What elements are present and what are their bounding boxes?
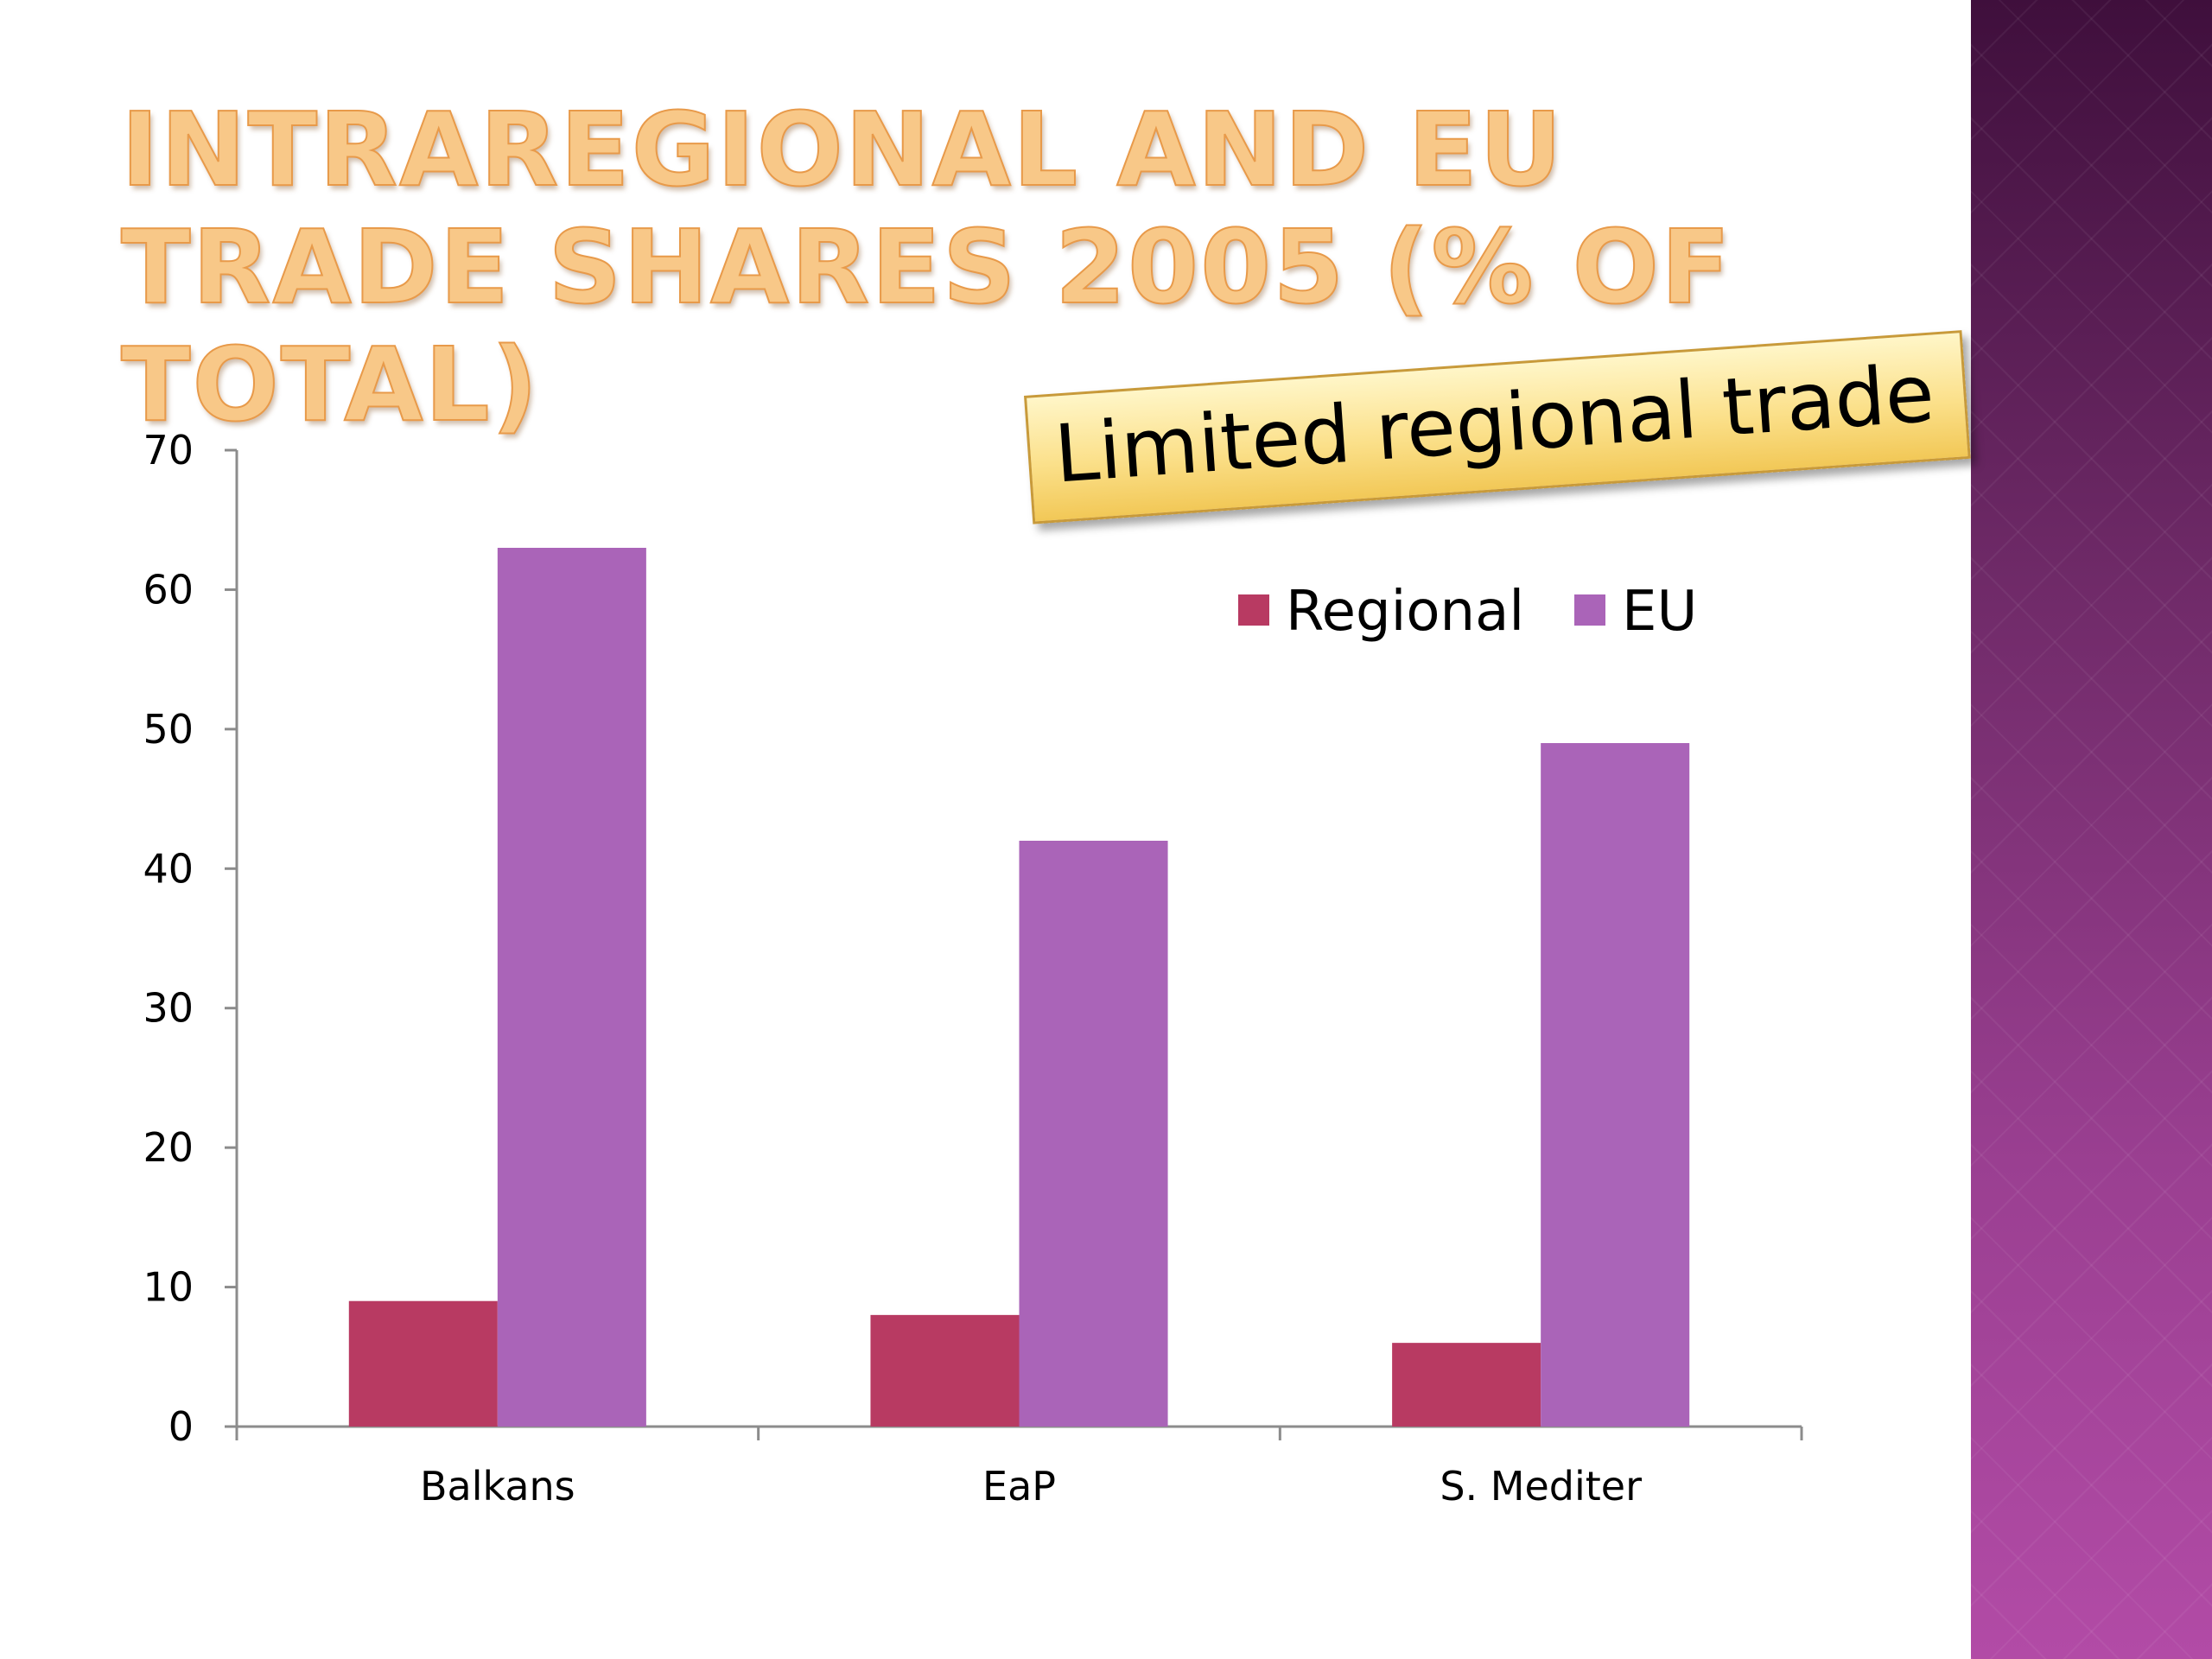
bar-eu — [1541, 743, 1690, 1427]
x-category-label: EaP — [982, 1463, 1056, 1510]
bar-eu — [1019, 841, 1168, 1427]
y-tick-label: 30 — [143, 985, 194, 1032]
y-tick-label: 20 — [143, 1124, 194, 1171]
bar-regional — [348, 1300, 498, 1427]
y-axis: 0 10 20 30 40 50 60 70 — [143, 427, 238, 1450]
y-tick-label: 10 — [143, 1264, 194, 1311]
decorative-side-band — [1971, 0, 2212, 1659]
legend-swatch-eu — [1574, 594, 1605, 626]
y-tick-label: 40 — [143, 845, 194, 892]
x-category-label: Balkans — [420, 1463, 575, 1510]
x-axis: Balkans EaP S. Mediter — [235, 1425, 1803, 1510]
y-tick-label: 0 — [168, 1403, 194, 1450]
bars — [348, 548, 1690, 1427]
legend: Regional EU — [1238, 580, 1697, 644]
y-tick-label: 70 — [143, 427, 194, 474]
slide-title: Intraregional and EU trade shares 2005 (… — [120, 90, 1732, 444]
x-category-label: S. Mediter — [1440, 1463, 1642, 1510]
bar-regional — [870, 1314, 1020, 1427]
bar-eu — [497, 548, 646, 1427]
bar-regional — [1392, 1343, 1541, 1427]
legend-label-eu: EU — [1622, 580, 1697, 644]
y-tick-label: 60 — [143, 566, 194, 613]
legend-swatch-regional — [1238, 594, 1269, 626]
y-tick-label: 50 — [143, 706, 194, 753]
legend-label-regional: Regional — [1286, 580, 1524, 644]
